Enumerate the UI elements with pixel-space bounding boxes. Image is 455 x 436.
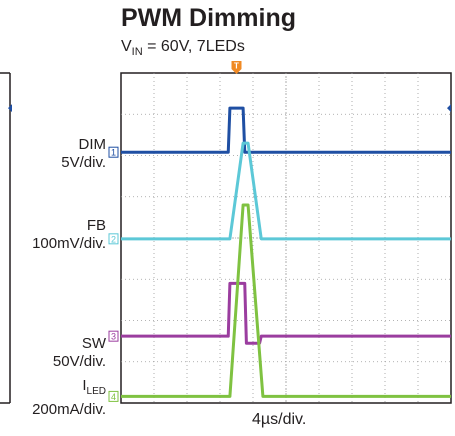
trace-sw: [121, 281, 451, 345]
adjacent-level-marker: [8, 104, 12, 113]
trigger-shape: [231, 61, 242, 74]
trace-dim: [121, 106, 451, 154]
marker-text: 4: [111, 392, 116, 402]
chart-subtitle: VIN = 60V, 7LEDs: [121, 38, 245, 59]
trigger-marker: T: [231, 61, 242, 74]
channel-markers: 1 2 3 4 T: [8, 61, 451, 402]
trace-fb: [121, 141, 451, 241]
marker-box: [108, 233, 119, 245]
marker-text: 2: [111, 234, 116, 244]
channel-marker-led: 4: [108, 390, 119, 402]
marker-box: [108, 146, 119, 158]
fb-label: FB 100mV/div.: [32, 217, 106, 252]
plot-traces: [121, 106, 451, 398]
channel-marker-fb: 2: [108, 233, 119, 245]
marker-box: [108, 390, 119, 402]
x-axis-label: 4µs/div.: [252, 411, 307, 428]
trace-led: [121, 203, 451, 398]
sw-label: SW 50V/div.: [52, 335, 106, 370]
marker-text: 1: [111, 148, 116, 158]
marker-box: [108, 330, 119, 342]
iled-label: ILED 200mA/div.: [32, 377, 106, 418]
channel-marker-dim: 1: [108, 146, 119, 158]
trigger-level-marker: [447, 104, 451, 113]
chart-title: PWM Dimming: [121, 4, 296, 32]
dim-label: DIM 5V/div.: [61, 136, 106, 171]
trigger-text: T: [234, 62, 239, 71]
marker-text: 3: [111, 332, 116, 342]
channel-marker-sw: 3: [108, 330, 119, 342]
